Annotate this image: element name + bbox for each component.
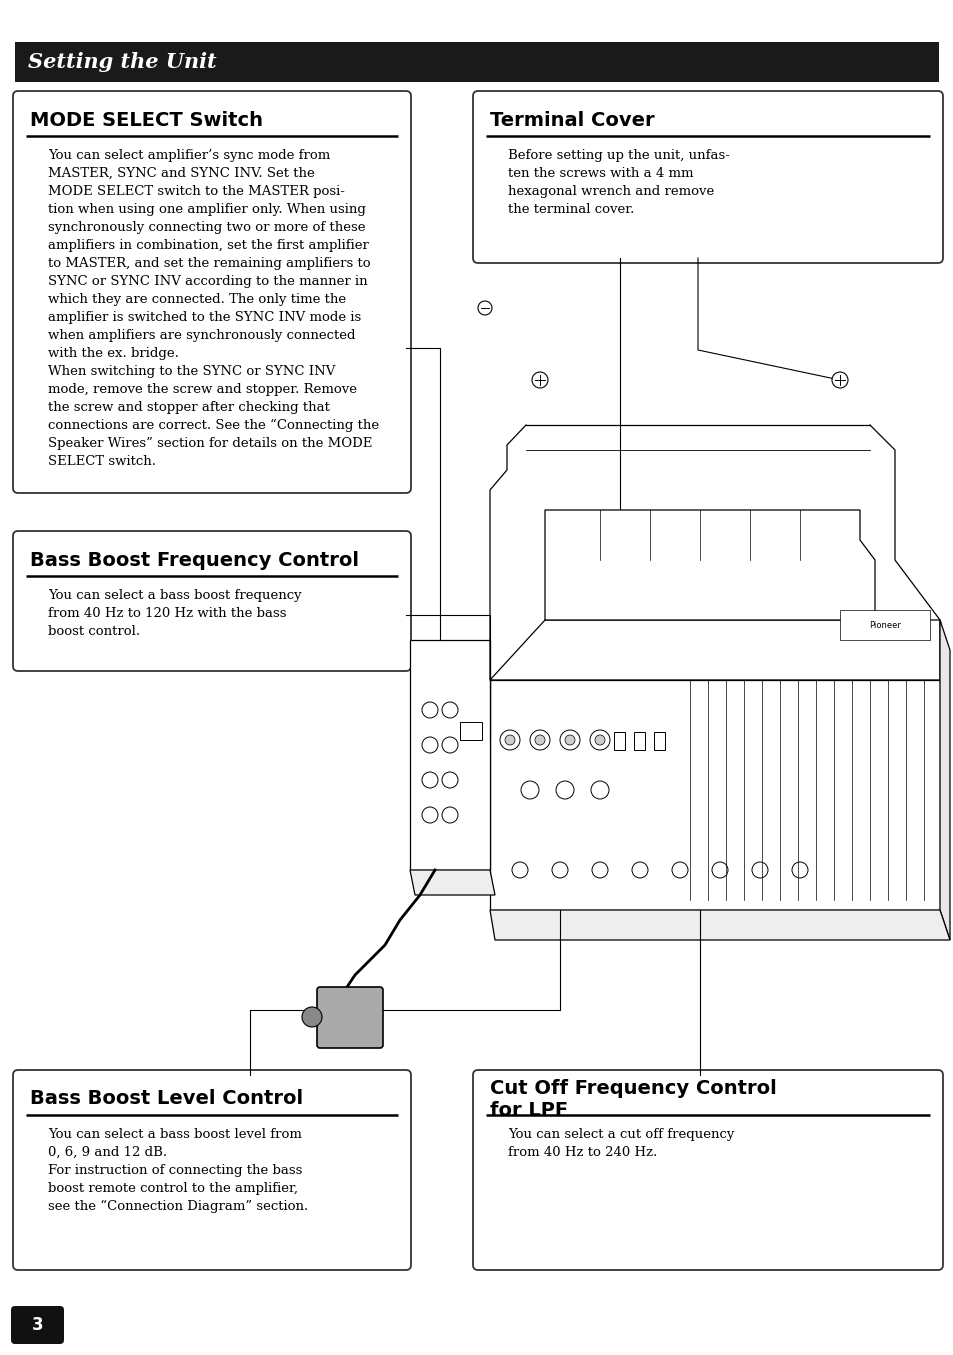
FancyBboxPatch shape xyxy=(654,732,664,751)
FancyBboxPatch shape xyxy=(13,531,411,671)
FancyBboxPatch shape xyxy=(11,1306,64,1344)
Circle shape xyxy=(302,1007,322,1027)
Circle shape xyxy=(631,862,647,878)
Polygon shape xyxy=(939,621,949,940)
Polygon shape xyxy=(490,911,949,940)
Circle shape xyxy=(421,737,437,753)
FancyBboxPatch shape xyxy=(15,42,938,83)
Text: Pioneer: Pioneer xyxy=(868,621,900,630)
FancyBboxPatch shape xyxy=(614,732,624,751)
Circle shape xyxy=(477,301,492,314)
FancyBboxPatch shape xyxy=(840,610,929,640)
Polygon shape xyxy=(410,640,490,870)
Circle shape xyxy=(532,373,547,388)
Circle shape xyxy=(530,730,550,751)
Text: MODE SELECT Switch: MODE SELECT Switch xyxy=(30,111,263,130)
Circle shape xyxy=(421,772,437,789)
Circle shape xyxy=(504,734,515,745)
Polygon shape xyxy=(544,509,874,621)
FancyBboxPatch shape xyxy=(459,722,481,740)
Circle shape xyxy=(831,373,847,388)
Circle shape xyxy=(751,862,767,878)
Circle shape xyxy=(441,808,457,822)
Circle shape xyxy=(556,780,574,799)
FancyBboxPatch shape xyxy=(13,1070,411,1270)
Text: You can select a cut off frequency
from 40 Hz to 240 Hz.: You can select a cut off frequency from … xyxy=(507,1127,734,1159)
Circle shape xyxy=(559,730,579,751)
Text: You can select amplifier’s sync mode from
MASTER, SYNC and SYNC INV. Set the
MOD: You can select amplifier’s sync mode fro… xyxy=(48,149,378,469)
Polygon shape xyxy=(410,870,495,896)
Text: Setting the Unit: Setting the Unit xyxy=(28,51,216,72)
Circle shape xyxy=(421,702,437,718)
Text: Bass Boost Level Control: Bass Boost Level Control xyxy=(30,1089,303,1108)
Text: 3: 3 xyxy=(31,1316,43,1335)
Polygon shape xyxy=(490,621,939,680)
Text: Before setting up the unit, unfas-
ten the screws with a 4 mm
hexagonal wrench a: Before setting up the unit, unfas- ten t… xyxy=(507,149,729,215)
Circle shape xyxy=(552,862,567,878)
Circle shape xyxy=(589,730,609,751)
Circle shape xyxy=(535,734,544,745)
FancyBboxPatch shape xyxy=(473,1070,942,1270)
Circle shape xyxy=(441,737,457,753)
Text: You can select a bass boost level from
0, 6, 9 and 12 dB.
For instruction of con: You can select a bass boost level from 0… xyxy=(48,1127,308,1213)
Circle shape xyxy=(590,780,608,799)
Circle shape xyxy=(595,734,604,745)
Circle shape xyxy=(499,730,519,751)
Text: You can select a bass boost frequency
from 40 Hz to 120 Hz with the bass
boost c: You can select a bass boost frequency fr… xyxy=(48,589,301,638)
Circle shape xyxy=(441,702,457,718)
Circle shape xyxy=(564,734,575,745)
FancyBboxPatch shape xyxy=(316,986,382,1047)
Circle shape xyxy=(512,862,527,878)
Circle shape xyxy=(441,772,457,789)
Circle shape xyxy=(421,808,437,822)
FancyBboxPatch shape xyxy=(13,91,411,493)
Polygon shape xyxy=(490,680,939,911)
Circle shape xyxy=(592,862,607,878)
Text: Terminal Cover: Terminal Cover xyxy=(490,111,654,130)
Circle shape xyxy=(520,780,538,799)
Text: Bass Boost Frequency Control: Bass Boost Frequency Control xyxy=(30,550,358,569)
Circle shape xyxy=(791,862,807,878)
FancyBboxPatch shape xyxy=(473,91,942,263)
FancyBboxPatch shape xyxy=(634,732,644,751)
Circle shape xyxy=(711,862,727,878)
Circle shape xyxy=(671,862,687,878)
Text: Cut Off Frequency Control
for LPF: Cut Off Frequency Control for LPF xyxy=(490,1079,776,1119)
